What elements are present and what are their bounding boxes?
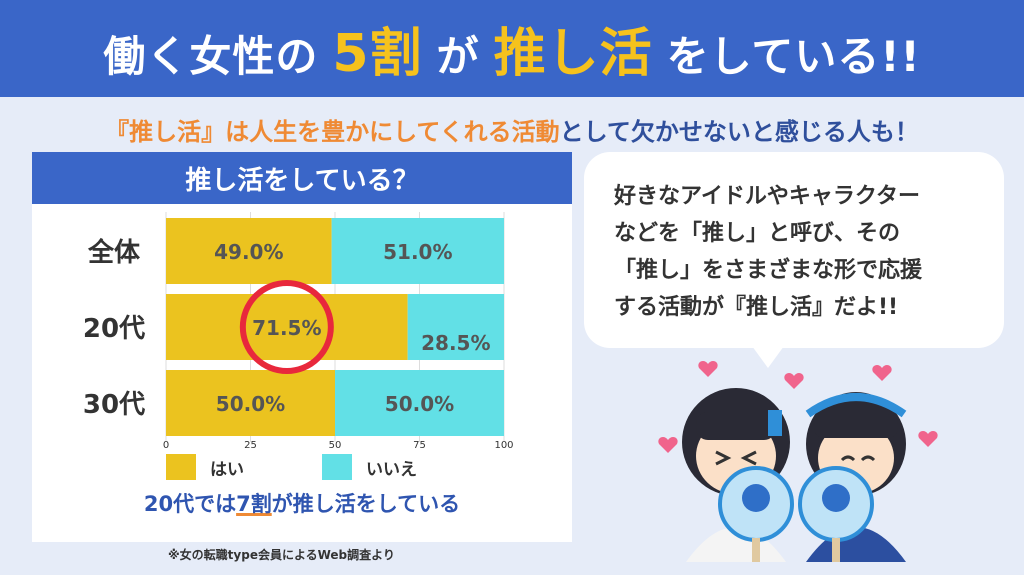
data-label: 49.0%	[214, 240, 283, 264]
data-label: 50.0%	[216, 392, 285, 416]
banner-title-part1: 働く女性の	[103, 32, 319, 81]
bubble-line-3: 「推し」をさまざまな形で応援	[614, 258, 923, 283]
chart-legend: はい いいえ	[166, 454, 487, 480]
banner-title: 働く女性の 5割が推し活 をしている!!	[103, 11, 920, 86]
bar-yes	[166, 370, 335, 436]
stacked-bar-chart: 0 25 50 75 100 49.0% 51.0% 全体 71.5% 28.5% 20代 50.0%…	[83, 212, 514, 451]
subheadline-orange: 『推し活』は人生を豊かにしてくれる活動	[105, 118, 560, 146]
category-label: 20代	[83, 314, 145, 344]
subheadline: 『推し活』は人生を豊かにしてくれる活動として欠かせないと感じる人も！	[0, 112, 1024, 147]
subheadline-navy: として欠かせないと感じる人も！	[559, 118, 919, 146]
banner-title-part3: をしている!!	[666, 32, 921, 81]
chart-title: 推し活をしている？	[32, 152, 572, 204]
legend-label-no: いいえ	[366, 459, 417, 480]
legend-swatch-no	[322, 454, 352, 480]
speech-bubble-tail	[752, 346, 784, 368]
x-tick-label: 100	[494, 440, 513, 451]
banner-title-part2: が	[436, 32, 480, 81]
chart-note: 20代では7割が推し活をしている	[32, 488, 572, 518]
heart-icon	[872, 365, 892, 381]
x-tick-label: 0	[163, 440, 169, 451]
bubble-line-4: する活動が『推し活』だよ!!	[614, 295, 899, 320]
heart-icon	[918, 431, 938, 447]
category-label: 全体	[87, 237, 141, 268]
uchiwa-fan-icon	[718, 466, 794, 562]
heart-icon	[658, 437, 678, 453]
bar-no	[335, 370, 504, 436]
data-label: 50.0%	[385, 392, 454, 416]
chart-note-after: が推し活をしている	[271, 492, 461, 516]
bar-yes	[166, 218, 332, 284]
speech-bubble: 好きなアイドルやキャラクター などを「推し」と呼び、その 「推し」をさまざまな形…	[584, 152, 1004, 348]
heart-icon	[784, 373, 804, 389]
data-label: 28.5%	[421, 331, 490, 355]
legend-item-no: いいえ	[322, 454, 417, 480]
legend-item-yes: はい	[166, 454, 244, 480]
legend-label-yes: はい	[210, 459, 244, 480]
category-label: 30代	[83, 390, 145, 420]
bubble-line-1: 好きなアイドルやキャラクター	[614, 184, 921, 209]
chart-panel: 推し活をしている？ 0 25 50 75 100 49.0% 51.0% 全体 71.5% 28.…	[32, 152, 572, 542]
x-tick-label: 75	[413, 440, 426, 451]
x-tick-label: 50	[329, 440, 342, 451]
bar-no	[407, 294, 504, 360]
bar-no	[331, 218, 504, 284]
banner-highlight-5wari: 5割	[332, 24, 423, 84]
data-label: 71.5%	[252, 316, 321, 340]
chart-note-before: 20代では	[143, 492, 237, 516]
fans-illustration	[658, 361, 938, 562]
legend-swatch-yes	[166, 454, 196, 480]
bar-yes	[166, 294, 408, 360]
banner-highlight-oshikatsu: 推し活	[493, 24, 653, 84]
chart-note-emph: 7割	[236, 492, 272, 516]
heart-icon	[698, 361, 718, 377]
source-note: ※女の転職type会員によるWeb調査より	[168, 548, 395, 562]
highlight-circle	[239, 280, 334, 374]
data-label: 51.0%	[383, 240, 452, 264]
bubble-line-2: などを「推し」と呼び、その	[614, 221, 901, 246]
title-banner: 働く女性の 5割が推し活 をしている!!	[0, 0, 1024, 97]
x-tick-label: 25	[244, 440, 257, 451]
uchiwa-fan-icon	[798, 466, 874, 562]
